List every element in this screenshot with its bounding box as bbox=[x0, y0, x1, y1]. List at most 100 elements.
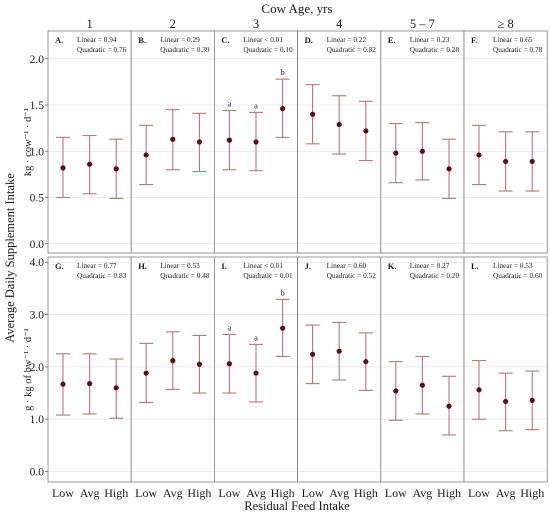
panel-label: K. bbox=[388, 261, 397, 271]
x-tick-label: Avg bbox=[496, 486, 516, 500]
mean-point bbox=[446, 166, 452, 172]
panel-label: H. bbox=[138, 261, 147, 271]
quadratic-p-value: Quadratic = 0.48 bbox=[160, 271, 210, 280]
x-tick-label: High bbox=[437, 486, 461, 500]
panel-label: E. bbox=[388, 35, 396, 45]
mean-point bbox=[196, 139, 203, 145]
mean-point bbox=[363, 359, 369, 365]
x-tick-label: High bbox=[271, 486, 295, 500]
linear-p-value: Linear = 0.60 bbox=[327, 261, 367, 270]
x-tick-label: High bbox=[104, 486, 128, 500]
linear-p-value: Linear = 0.23 bbox=[410, 35, 450, 44]
panel-label: L. bbox=[471, 261, 479, 271]
x-tick-label: Low bbox=[385, 486, 407, 500]
quadratic-p-value: Quadratic = 0.10 bbox=[243, 45, 293, 54]
x-tick-label: Avg bbox=[329, 486, 349, 500]
significance-letter: a bbox=[254, 100, 258, 110]
linear-p-value: Linear = 0.65 bbox=[493, 35, 533, 44]
mean-point bbox=[60, 381, 66, 387]
column-label-5: 5 – 7 bbox=[410, 17, 435, 31]
mean-point bbox=[60, 165, 66, 171]
mean-point bbox=[393, 388, 399, 394]
quadratic-p-value: Quadratic = 0.39 bbox=[160, 45, 210, 54]
significance-letter: a bbox=[227, 99, 231, 109]
y-tick-label: 4.0 bbox=[30, 257, 45, 269]
x-axis-title: Residual Feed Intake bbox=[244, 499, 350, 513]
quadratic-p-value: Quadratic = 0.60 bbox=[493, 271, 543, 280]
mean-point bbox=[253, 139, 259, 145]
column-label-3: 3 bbox=[253, 17, 259, 31]
mean-point bbox=[503, 398, 509, 405]
linear-p-value: Linear < 0.01 bbox=[243, 35, 283, 44]
mean-point bbox=[196, 361, 203, 367]
quadratic-p-value: Quadratic = 0.20 bbox=[410, 271, 460, 280]
strip-header-5 bbox=[380, 17, 464, 30]
quadratic-p-value: Quadratic = 0.76 bbox=[77, 45, 127, 54]
strip-header-1 bbox=[48, 17, 132, 30]
mean-point bbox=[476, 152, 482, 158]
panel-grid: 1 2 3 4 5 – 7 ≥ 8 kg · cow⁻¹ · d⁻¹ 0.0 0.5 1.0 1.5… bbox=[23, 17, 548, 500]
mean-point bbox=[419, 382, 425, 388]
column-label-6: ≥ 8 bbox=[497, 17, 513, 31]
panel-label: G. bbox=[55, 261, 64, 271]
quadratic-p-value: Quadratic = 0.28 bbox=[410, 45, 460, 54]
y-tick-label: 0.0 bbox=[30, 467, 45, 479]
mean-point bbox=[143, 152, 149, 158]
row-1-y-label: kg · cow⁻¹ · d⁻¹ bbox=[23, 108, 34, 176]
mean-point bbox=[87, 161, 93, 167]
y-tick-label: 2.0 bbox=[30, 54, 45, 66]
y-axis-title: Average Daily Supplement Intake bbox=[3, 173, 17, 343]
x-tick-label: High bbox=[520, 486, 544, 500]
linear-p-value: Linear = 0.94 bbox=[77, 35, 117, 44]
linear-p-value: Linear = 0.53 bbox=[160, 261, 200, 270]
panel-label: D. bbox=[305, 35, 313, 45]
column-label-2: 2 bbox=[170, 17, 176, 31]
mean-point bbox=[309, 111, 316, 117]
y-tick-label: 0.5 bbox=[30, 193, 45, 205]
mean-point bbox=[419, 148, 425, 154]
y-tick-label: 1.0 bbox=[30, 414, 45, 426]
mean-point bbox=[226, 361, 232, 367]
linear-p-value: Linear = 0.27 bbox=[410, 261, 450, 270]
quadratic-p-value: Quadratic = 0.83 bbox=[77, 271, 127, 280]
x-tick-label: Avg bbox=[163, 486, 183, 500]
column-label-1: 1 bbox=[86, 17, 92, 31]
strip-header-2 bbox=[131, 17, 215, 30]
mean-point bbox=[170, 358, 176, 364]
mean-point bbox=[393, 150, 399, 156]
row-2-y-label: g · kg of bw⁻¹ · d⁻¹ bbox=[23, 328, 34, 411]
x-tick-label: High bbox=[354, 486, 378, 500]
x-tick-label: Low bbox=[135, 486, 157, 500]
x-tick-label: Avg bbox=[80, 486, 100, 500]
mean-point bbox=[336, 348, 342, 354]
mean-point bbox=[253, 370, 259, 376]
significance-letter: b bbox=[280, 287, 284, 297]
mean-point bbox=[143, 370, 149, 376]
mean-point bbox=[280, 106, 286, 112]
strip-header-4 bbox=[297, 17, 381, 30]
y-tick-label: 0.0 bbox=[30, 239, 45, 251]
panel-label: C. bbox=[221, 35, 229, 45]
strip-header-6 bbox=[464, 17, 548, 30]
x-tick-label: Low bbox=[302, 486, 324, 500]
panel-l bbox=[463, 256, 548, 483]
quadratic-p-value: Quadratic = 0.01 bbox=[243, 271, 293, 280]
panel-label: J. bbox=[305, 261, 311, 271]
mean-point bbox=[363, 128, 369, 134]
panel-label: A. bbox=[55, 35, 63, 45]
significance-letter: b bbox=[280, 67, 284, 77]
mean-point bbox=[476, 387, 482, 393]
mean-point bbox=[446, 403, 452, 409]
quadratic-p-value: Quadratic = 0.78 bbox=[493, 45, 543, 54]
y-tick-label: 2.0 bbox=[30, 362, 45, 374]
quadratic-p-value: Quadratic = 0.82 bbox=[327, 45, 377, 54]
linear-p-value: Linear < 0.01 bbox=[243, 261, 283, 270]
panel-label: B. bbox=[138, 35, 146, 45]
significance-letter: a bbox=[254, 332, 258, 342]
linear-p-value: Linear = 0.22 bbox=[327, 35, 367, 44]
chart-title: Cow Age, yrs bbox=[261, 1, 332, 16]
mean-point bbox=[309, 351, 316, 357]
panel-label: I. bbox=[221, 261, 226, 271]
column-label-4: 4 bbox=[336, 17, 343, 31]
